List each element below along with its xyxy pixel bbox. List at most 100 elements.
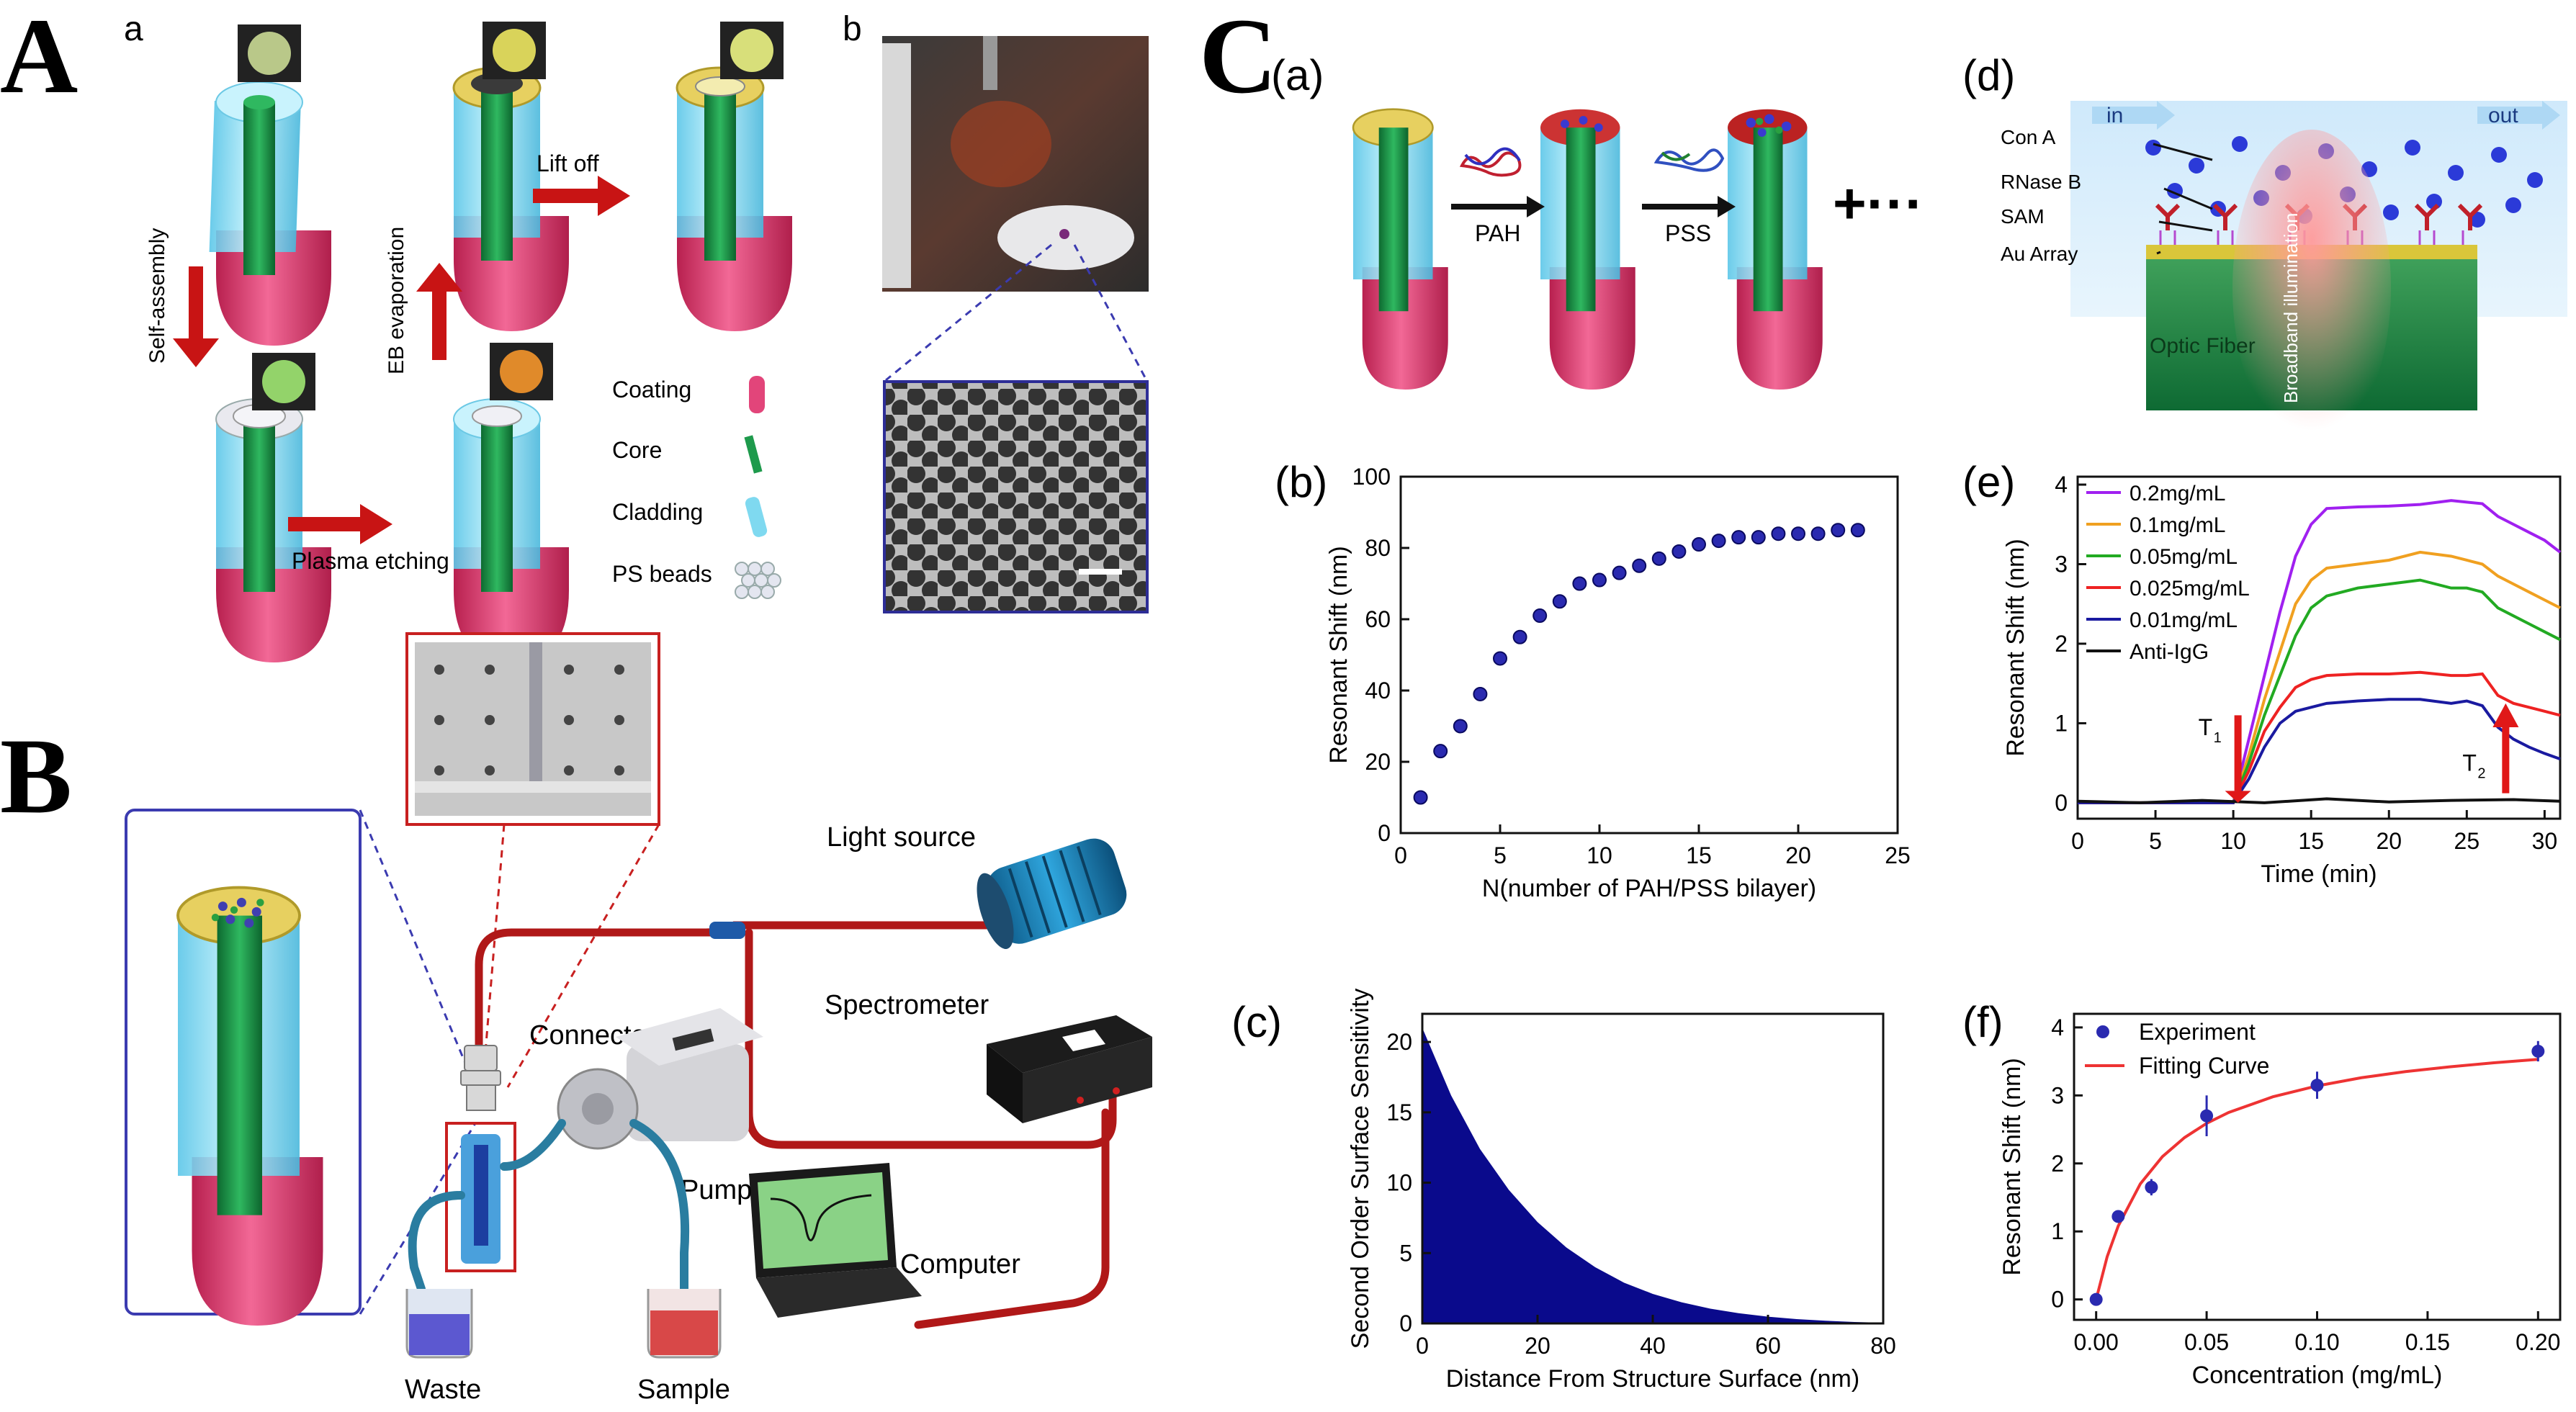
pump-tubing xyxy=(408,1119,690,1293)
scale-bar xyxy=(1079,569,1122,575)
lbl-fiber-3 xyxy=(1728,109,1823,390)
x-tick-label: 60 xyxy=(1755,1333,1781,1359)
series-line xyxy=(2078,698,2561,804)
y-axis-label: Resonant Shift (nm) xyxy=(2002,539,2029,756)
illumination-glow xyxy=(2232,130,2391,446)
waste-beaker xyxy=(405,1289,473,1359)
data-point xyxy=(1651,551,1666,566)
data-point xyxy=(1791,526,1805,541)
data-point xyxy=(1731,530,1746,545)
y-axis-label: Second Order Surface Sensitivity xyxy=(1347,989,1374,1349)
y-tick-label: 0 xyxy=(2055,790,2068,816)
data-point xyxy=(1433,744,1448,759)
label-out: out xyxy=(2488,104,2518,127)
fiber-step-1 xyxy=(209,81,331,346)
legend-label: Anti-IgG xyxy=(2130,640,2209,664)
panel-C: C (a) xyxy=(1199,0,2567,1393)
chart-resonant-shift-vs-bilayers: 0 5 10 15 20 25 0 20 40 60 80 100 N(number of PAH/PS… xyxy=(1325,464,1911,902)
y-axis-label: Resonant Shift (nm) xyxy=(1325,546,1352,763)
photo-fiber-probe xyxy=(882,36,1149,292)
y-tick-label: 2 xyxy=(2055,631,2068,657)
lbl-fiber-2 xyxy=(1540,109,1635,390)
data-point xyxy=(1413,790,1428,805)
label-au-array: Au Array xyxy=(2001,243,2078,265)
y-tick-label: 100 xyxy=(1352,464,1391,490)
label-sam: SAM xyxy=(2001,205,2045,228)
panel-label-Ca: (a) xyxy=(1271,51,1324,99)
y-tick-label: 0 xyxy=(1399,1310,1412,1336)
x-tick-label: 0.05 xyxy=(2184,1329,2229,1355)
chart-resonant-shift-vs-time: 0 5 10 15 20 25 30 0 1 2 3 4 Time (min) Resonant Shif… xyxy=(2002,472,2562,888)
panel-label-Ce: (e) xyxy=(1962,458,2015,506)
legend-ps-beads: PS beads xyxy=(612,561,712,587)
legend-swatch xyxy=(2096,1025,2109,1038)
data-point xyxy=(1632,558,1647,573)
y-tick-label: 15 xyxy=(1386,1100,1412,1125)
series-line xyxy=(2078,499,2562,804)
label-sample: Sample xyxy=(637,1375,730,1405)
fitting-curve xyxy=(2094,1058,2539,1300)
data-point xyxy=(1512,629,1527,644)
step-self-assembly: Self-assembly xyxy=(145,228,169,364)
panel-label-Ab: b xyxy=(843,10,862,48)
x-tick-label: 5 xyxy=(2149,828,2162,854)
panel-label-Cd: (d) xyxy=(1962,51,2015,99)
legend-label: 0.1mg/mL xyxy=(2130,513,2225,537)
x-tick-label: 20 xyxy=(1525,1333,1550,1359)
label-pss: PSS xyxy=(1665,220,1711,246)
x-tick-label: 10 xyxy=(2220,828,2246,854)
panel-label-Aa: a xyxy=(124,10,143,48)
coating-swatch-icon xyxy=(749,376,765,413)
sensitivity-area xyxy=(1422,1027,1883,1323)
x-tick-label: 0 xyxy=(1416,1333,1429,1359)
data-point xyxy=(1473,686,1488,701)
plot-frame xyxy=(1399,475,1899,835)
y-tick-label: 5 xyxy=(1399,1240,1412,1266)
experiment-point xyxy=(2089,1292,2103,1306)
data-point xyxy=(1711,534,1726,549)
y-tick-label: 2 xyxy=(2051,1151,2064,1177)
sem-image xyxy=(883,380,1149,613)
flow-out-arrow-icon xyxy=(2477,101,2560,130)
legend-label: 0.05mg/mL xyxy=(2130,545,2238,569)
label-waste: Waste xyxy=(405,1375,481,1405)
label-light-source: Light source xyxy=(827,822,976,853)
x-axis-label: Concentration (mg/mL) xyxy=(2192,1362,2443,1389)
x-tick-label: 0.20 xyxy=(2516,1329,2560,1355)
series-line xyxy=(2078,550,2561,804)
data-point xyxy=(1692,537,1706,552)
y-tick-label: 80 xyxy=(1365,535,1391,561)
series-line xyxy=(2078,578,2561,804)
t2-label: T xyxy=(2462,750,2477,776)
experiment-point xyxy=(2310,1079,2324,1092)
y-tick-label: 10 xyxy=(1386,1170,1412,1196)
t1-arrow-icon xyxy=(2234,715,2242,791)
fiber-coupler xyxy=(709,922,745,939)
process-arrows xyxy=(173,176,630,544)
legend-coating: Coating xyxy=(612,377,691,403)
data-point xyxy=(1532,608,1548,624)
t1-label: T xyxy=(2199,714,2213,740)
cladding-swatch-icon xyxy=(745,497,768,537)
fiber-step-5 xyxy=(676,66,792,331)
x-tick-label: 0.00 xyxy=(2074,1329,2119,1355)
panel-letter-B: B xyxy=(0,716,72,836)
fiber-step-3 xyxy=(453,398,569,662)
data-point xyxy=(1493,651,1507,666)
chart-resonant-shift-vs-concentration: 0.00 0.05 0.10 0.15 0.20 0 1 2 3 4 Concentration (… xyxy=(1998,1012,2562,1389)
y-tick-label: 40 xyxy=(1365,678,1391,703)
y-tick-label: 3 xyxy=(2051,1082,2064,1108)
series-line xyxy=(2078,670,2561,804)
panel-label-Cf: (f) xyxy=(1962,998,2003,1046)
legend-label: Fitting Curve xyxy=(2139,1053,2269,1079)
flow-in-arrow-icon xyxy=(2092,101,2175,130)
legend-label: 0.2mg/mL xyxy=(2130,482,2225,505)
panel-B: B xyxy=(0,632,1152,1405)
x-tick-label: 80 xyxy=(1870,1333,1896,1359)
legend-label: 0.025mg/mL xyxy=(2130,577,2250,601)
chart-surface-sensitivity: 0 20 40 60 80 0 5 10 15 20 Distance From Structure… xyxy=(1347,989,1896,1393)
panel-label-Cb: (b) xyxy=(1275,458,1327,506)
legend-core: Core xyxy=(612,437,662,463)
t2-arrowhead-icon xyxy=(2492,703,2519,727)
x-tick-label: 15 xyxy=(2298,828,2324,854)
